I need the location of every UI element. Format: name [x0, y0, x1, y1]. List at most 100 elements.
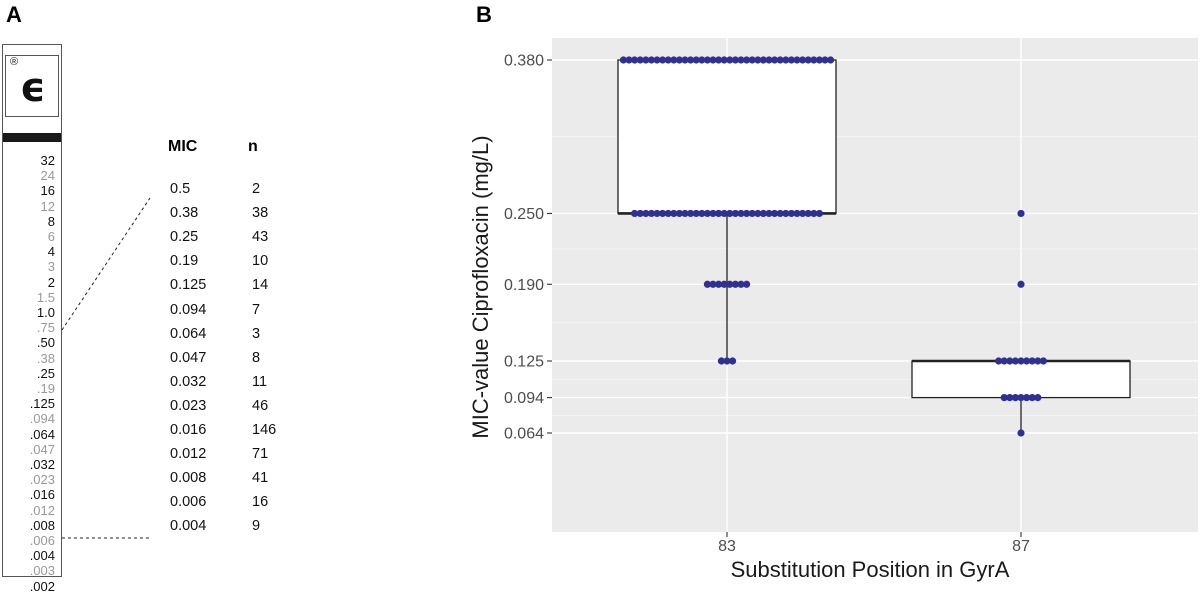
- n-value: 3: [252, 325, 261, 342]
- n-value: 7: [252, 301, 261, 318]
- y-tick-label: 0.064: [504, 426, 544, 443]
- strip-scale-label: .064: [29, 426, 55, 442]
- etest-logo-glyph: ϵ: [20, 65, 46, 111]
- data-point: [717, 357, 726, 365]
- data-point: [687, 56, 695, 64]
- data-point: [821, 56, 829, 64]
- data-point: [1017, 357, 1025, 365]
- data-point: [799, 209, 807, 218]
- n-value: 9: [252, 518, 261, 535]
- n-value: 10: [252, 253, 269, 270]
- strip-scale-label: 24: [40, 168, 55, 184]
- data-point: [687, 209, 695, 218]
- data-point: [771, 56, 779, 64]
- data-point: [1000, 393, 1008, 402]
- data-point: [715, 209, 723, 218]
- data-point: [720, 209, 728, 218]
- n-value: 71: [252, 446, 269, 463]
- strip-scale-label: .003: [29, 563, 55, 579]
- registered-mark: ®: [10, 56, 19, 68]
- data-point: [675, 209, 684, 218]
- n-value: 8: [252, 349, 261, 366]
- data-point: [815, 56, 824, 64]
- strip-scale-label: .38: [36, 350, 55, 366]
- data-point: [782, 209, 790, 218]
- data-point: [793, 209, 801, 218]
- data-point: [664, 56, 672, 64]
- box: [911, 360, 1131, 399]
- data-point: [692, 56, 700, 64]
- mic-value: 0.094: [170, 301, 207, 318]
- mic-value: 0.006: [170, 494, 207, 511]
- data-point: [1028, 393, 1036, 402]
- strip-scale-label: 1.0: [36, 305, 55, 320]
- mic-value: 0.012: [170, 446, 207, 463]
- data-point: [1006, 357, 1014, 365]
- data-point: [720, 280, 728, 288]
- mic-value: 0.023: [170, 397, 207, 414]
- data-point: [1023, 393, 1031, 402]
- data-point: [759, 209, 768, 218]
- data-point: [804, 56, 812, 64]
- data-point: [793, 56, 801, 64]
- data-point: [715, 56, 723, 64]
- data-point: [810, 56, 818, 64]
- data-point: [737, 56, 745, 64]
- data-point: [664, 209, 672, 218]
- data-point: [619, 56, 628, 64]
- data-point: [804, 209, 812, 218]
- data-point: [659, 209, 667, 218]
- strip-scale-label: .016: [29, 487, 55, 503]
- strip-scale-label: .19: [36, 381, 55, 396]
- data-point: [647, 209, 656, 218]
- n-value: 14: [252, 277, 269, 294]
- y-tick-label: 0.380: [504, 53, 544, 70]
- data-point: [653, 56, 661, 64]
- n-value: 38: [252, 205, 269, 222]
- data-point: [1028, 357, 1036, 365]
- data-point: [642, 56, 650, 64]
- data-point: [709, 209, 717, 218]
- data-point: [748, 209, 756, 218]
- strip-scale-label: 8: [47, 213, 55, 229]
- data-point: [1006, 393, 1014, 402]
- n-value: 43: [252, 229, 269, 246]
- data-point: [642, 209, 650, 218]
- x-axis-title: Substitution Position in GyrA: [731, 557, 1010, 582]
- data-point: [647, 56, 656, 64]
- data-point: [703, 280, 712, 288]
- data-point: [720, 56, 728, 64]
- data-point: [754, 56, 762, 64]
- data-point: [625, 56, 633, 64]
- data-point: [731, 280, 740, 288]
- strip-scale-label: .50: [36, 335, 55, 351]
- data-point: [698, 209, 706, 218]
- n-value: 41: [252, 470, 269, 487]
- data-point: [636, 56, 644, 64]
- data-point: [723, 357, 731, 365]
- etest-logo: ® ϵ: [5, 55, 59, 117]
- mic-value: 0.047: [170, 349, 207, 366]
- data-point: [709, 280, 717, 288]
- data-point: [715, 280, 723, 288]
- data-point: [1017, 280, 1025, 288]
- strip-scale-label: .094: [29, 411, 55, 427]
- n-value: 2: [252, 181, 261, 197]
- data-point: [754, 209, 762, 218]
- connector-upper: [61, 197, 151, 331]
- data-point: [631, 209, 639, 218]
- data-point: [1011, 393, 1020, 402]
- data-point: [1017, 393, 1025, 402]
- panel-a-label: A: [6, 2, 22, 27]
- mic-value: 0.008: [170, 470, 207, 487]
- y-tick-label: 0.094: [504, 390, 544, 407]
- data-point: [743, 209, 751, 218]
- data-point: [765, 209, 773, 218]
- data-point: [631, 56, 639, 64]
- n-value: 46: [252, 397, 269, 414]
- strip-scale-label: 32: [40, 153, 55, 168]
- mic-value: 0.064: [170, 325, 207, 342]
- data-point: [726, 209, 734, 218]
- mic-value: 0.032: [170, 373, 207, 390]
